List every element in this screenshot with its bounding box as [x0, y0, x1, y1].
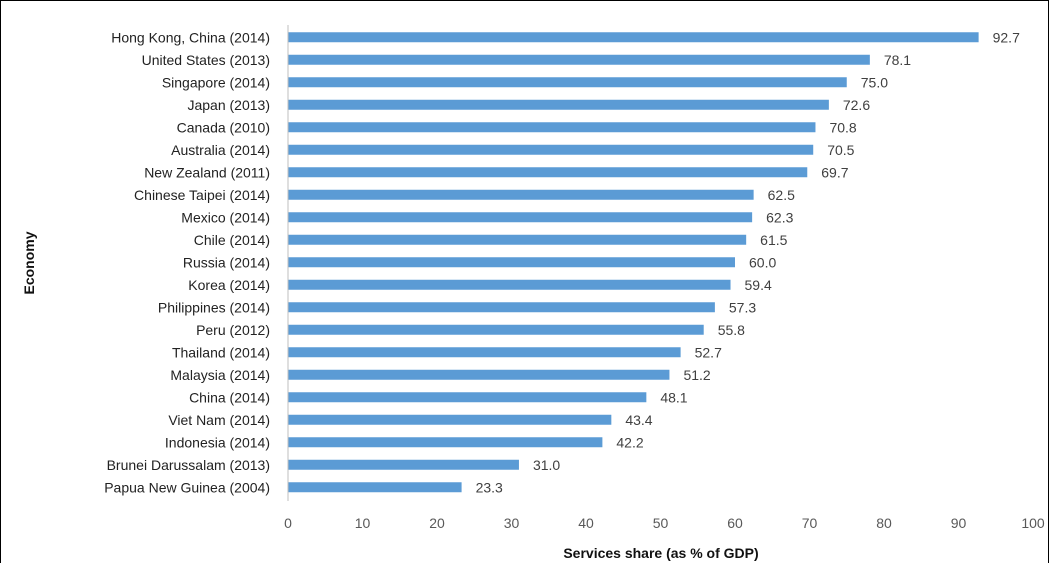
category-label: Chile (2014) — [194, 232, 270, 248]
bar — [288, 369, 670, 380]
x-tick-label: 40 — [578, 515, 594, 531]
value-label: 70.5 — [827, 142, 854, 158]
category-label: Australia (2014) — [171, 142, 270, 158]
category-label: Malaysia (2014) — [170, 367, 270, 383]
bar — [288, 437, 603, 448]
category-label: Indonesia (2014) — [165, 434, 270, 450]
bar — [288, 257, 735, 268]
x-axis-title: Services share (as % of GDP) — [563, 545, 758, 561]
y-axis-title: Economy — [21, 231, 37, 294]
value-labels: 92.7 78.1 75.0 72.6 70.8 70.5 69.7 62.5 62.3 61.5… — [476, 29, 1020, 495]
x-tick-label: 50 — [653, 515, 669, 531]
value-label: 43.4 — [625, 412, 652, 428]
category-label: Korea (2014) — [188, 277, 270, 293]
bar — [288, 122, 816, 133]
value-label: 62.5 — [768, 187, 795, 203]
x-tick-label: 10 — [355, 515, 371, 531]
value-label: 31.0 — [533, 457, 560, 473]
value-label: 52.7 — [695, 344, 722, 360]
value-label: 70.8 — [829, 119, 856, 135]
category-label: Chinese Taipei (2014) — [134, 187, 270, 203]
value-label: 59.4 — [745, 277, 772, 293]
category-label: Viet Nam (2014) — [168, 412, 270, 428]
category-label: Hong Kong, China (2014) — [111, 29, 270, 45]
bar — [288, 347, 681, 358]
x-tick-label: 70 — [802, 515, 818, 531]
value-label: 55.8 — [718, 322, 745, 338]
category-label: Brunei Darussalam (2013) — [107, 457, 270, 473]
value-label: 60.0 — [749, 254, 776, 270]
bar — [288, 482, 462, 493]
bar — [288, 167, 808, 178]
category-label: Singapore (2014) — [162, 74, 270, 90]
bar — [288, 302, 715, 313]
bar — [288, 77, 847, 88]
bar — [288, 54, 870, 65]
value-label: 57.3 — [729, 299, 756, 315]
value-label: 92.7 — [993, 29, 1020, 45]
x-tick-labels: 0 10 20 30 40 50 60 70 80 90 100 — [284, 515, 1045, 531]
category-label: Mexico (2014) — [181, 209, 270, 225]
category-label: Russia (2014) — [183, 254, 270, 270]
category-label: United States (2013) — [142, 52, 270, 68]
x-tick-label: 20 — [429, 515, 445, 531]
x-tick-label: 60 — [727, 515, 743, 531]
value-label: 61.5 — [760, 232, 787, 248]
bar — [288, 212, 753, 223]
bar — [288, 414, 612, 425]
value-label: 75.0 — [861, 74, 888, 90]
bars-layer — [288, 32, 979, 493]
category-label: New Zealand (2011) — [144, 164, 270, 180]
category-label: Thailand (2014) — [172, 344, 270, 360]
category-label: China (2014) — [189, 389, 270, 405]
value-label: 51.2 — [683, 367, 710, 383]
bar — [288, 144, 814, 155]
bar — [288, 459, 519, 470]
value-label: 48.1 — [660, 389, 687, 405]
value-label: 69.7 — [821, 164, 848, 180]
category-label: Canada (2010) — [177, 119, 270, 135]
bar — [288, 189, 754, 200]
category-label: Japan (2013) — [187, 97, 270, 113]
bar — [288, 32, 979, 43]
value-label: 72.6 — [843, 97, 870, 113]
category-labels: Hong Kong, China (2014) United States (20… — [104, 29, 270, 495]
x-tick-label: 0 — [284, 515, 292, 531]
bar — [288, 324, 704, 335]
bar — [288, 279, 731, 290]
bar — [288, 99, 829, 110]
x-tick-label: 30 — [504, 515, 520, 531]
value-label: 23.3 — [476, 479, 503, 495]
value-label: 42.2 — [616, 434, 643, 450]
x-tick-label: 100 — [1021, 515, 1045, 531]
bar — [288, 234, 747, 245]
value-label: 78.1 — [884, 52, 911, 68]
category-label: Peru (2012) — [196, 322, 270, 338]
category-label: Philippines (2014) — [158, 299, 270, 315]
x-tick-label: 80 — [876, 515, 892, 531]
x-tick-label: 90 — [951, 515, 967, 531]
category-label: Papua New Guinea (2004) — [104, 479, 270, 495]
bar — [288, 392, 647, 403]
value-label: 62.3 — [766, 209, 793, 225]
